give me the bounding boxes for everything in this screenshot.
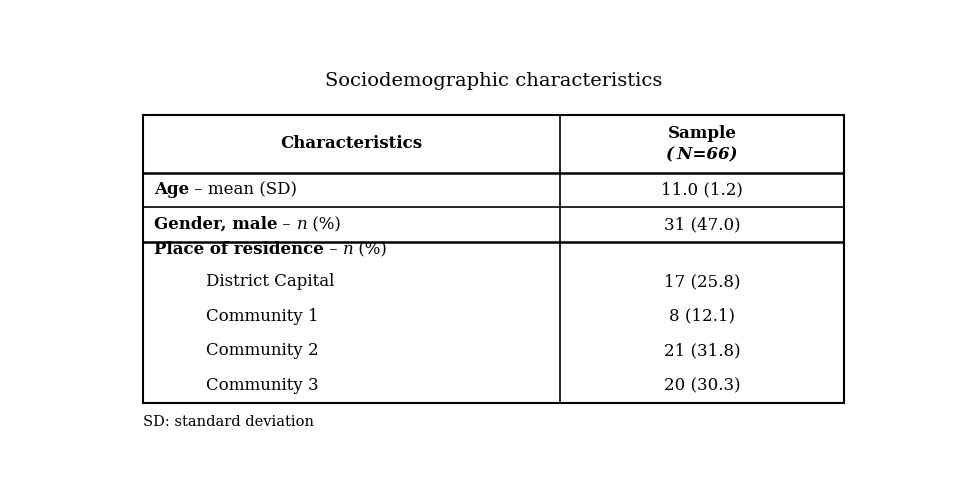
Text: Characteristics: Characteristics (280, 135, 423, 152)
Text: 21 (31.8): 21 (31.8) (664, 343, 741, 360)
Text: 8 (12.1): 8 (12.1) (669, 308, 735, 325)
Text: 11.0 (1.2): 11.0 (1.2) (662, 181, 743, 198)
Text: (%): (%) (353, 241, 387, 258)
Text: n: n (297, 216, 307, 233)
Text: District Capital: District Capital (206, 273, 334, 290)
Text: Gender, male: Gender, male (154, 216, 277, 233)
Text: –: – (277, 216, 297, 233)
Text: Community 2: Community 2 (206, 343, 319, 360)
Text: Community 3: Community 3 (206, 377, 319, 394)
Text: (%): (%) (307, 216, 341, 233)
Text: Sample: Sample (667, 124, 737, 142)
Text: n: n (343, 241, 353, 258)
Text: – mean (SD): – mean (SD) (189, 181, 297, 198)
Text: 31 (47.0): 31 (47.0) (664, 216, 741, 233)
Text: Place of residence: Place of residence (154, 241, 324, 258)
Text: Age: Age (154, 181, 189, 198)
Bar (143, 116, 845, 403)
Text: 20 (30.3): 20 (30.3) (664, 377, 741, 394)
Text: Community 1: Community 1 (206, 308, 319, 325)
Text: SD: standard deviation: SD: standard deviation (143, 415, 314, 429)
Text: 17 (25.8): 17 (25.8) (664, 273, 741, 290)
Text: Sociodemographic characteristics: Sociodemographic characteristics (325, 72, 663, 90)
Text: ( N=66): ( N=66) (666, 146, 738, 163)
Text: –: – (324, 241, 343, 258)
